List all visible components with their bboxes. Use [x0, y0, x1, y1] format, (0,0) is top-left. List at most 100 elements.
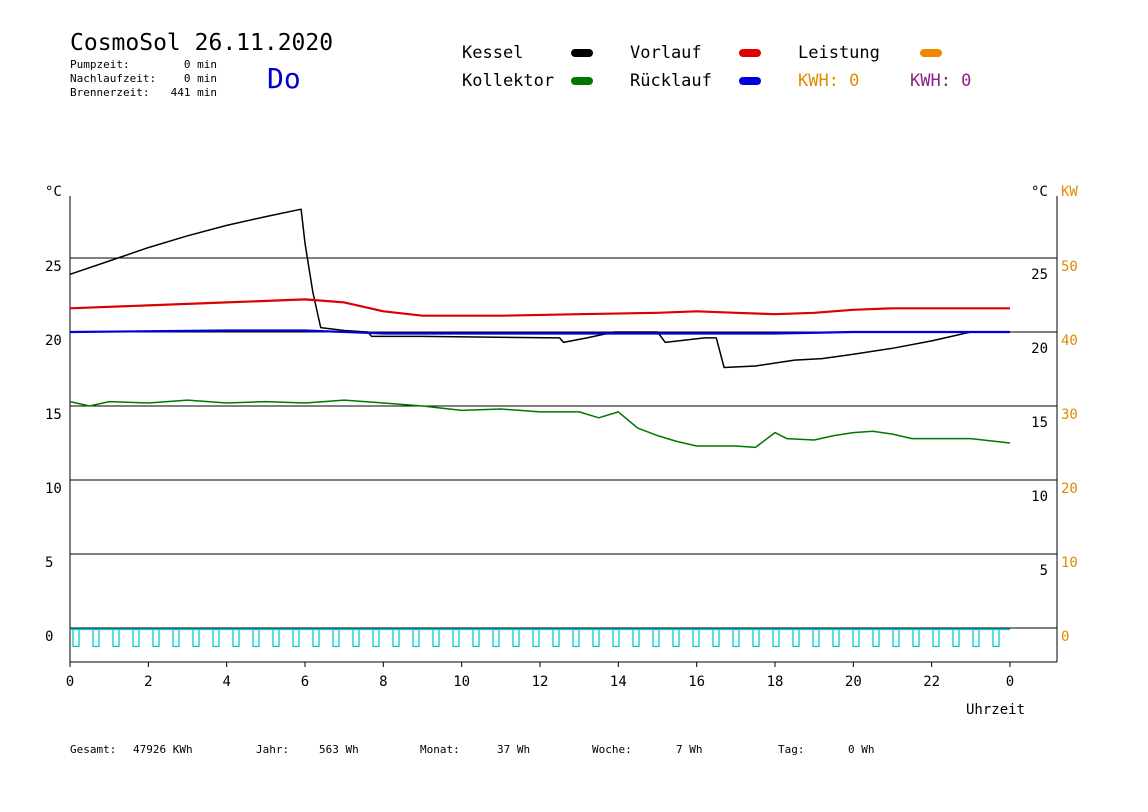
- x-tick-2: 4: [222, 674, 230, 690]
- legend-kollektor-label: Kollektor: [462, 71, 555, 91]
- series-kollektor: [69, 399, 1011, 449]
- x-tick-7: 14: [610, 674, 627, 690]
- pump-pulse: [692, 628, 700, 648]
- pump-pulse: [252, 628, 260, 648]
- y-tick-left-0: 0: [45, 629, 53, 645]
- x-tick-10: 20: [845, 674, 862, 690]
- pump-pulse: [232, 628, 240, 648]
- x-tick-6: 12: [532, 674, 549, 690]
- y-axis-unit-right: °C: [1031, 184, 1048, 200]
- pump-pulse: [392, 628, 400, 648]
- pump-pulse: [912, 628, 920, 648]
- pump-pulse: [772, 628, 780, 648]
- y-tick-left-15: 15: [45, 407, 62, 423]
- pump-pulse: [92, 628, 100, 648]
- legend-ruecklauf-swatch: [739, 77, 761, 85]
- pump-pulse: [152, 628, 160, 648]
- x-tick-5: 10: [453, 674, 470, 690]
- footer-gesamt-value: 47926 KWh: [133, 743, 193, 756]
- chart-series: [69, 208, 1011, 449]
- legend-kwh-total: KWH: 0: [910, 71, 972, 91]
- pump-pulse: [552, 628, 560, 648]
- series-ruecklauf: [69, 329, 1010, 335]
- pump-pulse: [372, 628, 380, 648]
- pump-pulse: [272, 628, 280, 648]
- pump-pulse: [652, 628, 660, 648]
- stat-pumpzeit-value: 0 min: [183, 58, 217, 71]
- y-tick-right-20: 20: [1031, 341, 1048, 357]
- x-tick-1: 2: [144, 674, 152, 690]
- footer-tag-label: Tag:: [778, 743, 805, 756]
- y-tick-right-5: 5: [1040, 563, 1048, 579]
- footer-jahr-value: 563 Wh: [319, 743, 359, 756]
- pump-pulse: [932, 628, 940, 648]
- series-kessel: [69, 208, 1010, 369]
- pump-pulse: [952, 628, 960, 648]
- pump-pulse: [172, 628, 180, 648]
- pump-pulse: [492, 628, 500, 648]
- y-tick-left-20: 20: [45, 333, 62, 349]
- x-tick-3: 6: [301, 674, 309, 690]
- legend-vorlauf-swatch: [739, 49, 761, 57]
- pump-pulse: [672, 628, 680, 648]
- pump-pulse: [292, 628, 300, 648]
- footer-gesamt-label: Gesamt:: [70, 743, 117, 756]
- pump-pulse: [532, 628, 540, 648]
- y-tick-left-25: 25: [45, 259, 62, 275]
- pump-pulse: [832, 628, 840, 648]
- footer-monat-label: Monat:: [420, 743, 460, 756]
- legend-vorlauf-label: Vorlauf: [630, 43, 702, 63]
- footer-woche-value: 7 Wh: [676, 743, 703, 756]
- x-tick-4: 8: [379, 674, 387, 690]
- y-tick-right-25: 25: [1031, 267, 1048, 283]
- pump-pulse: [812, 628, 820, 648]
- chart-axes: [69, 196, 1058, 663]
- x-tick-8: 16: [688, 674, 705, 690]
- y-tick-left-5: 5: [45, 555, 53, 571]
- x-tick-11: 22: [923, 674, 940, 690]
- footer-jahr-label: Jahr:: [256, 743, 290, 756]
- legend-leistung-label: Leistung: [798, 43, 880, 63]
- pump-pulse: [212, 628, 220, 648]
- pump-pulse: [852, 628, 860, 648]
- legend-kessel-label: Kessel: [462, 43, 524, 63]
- footer-woche-label: Woche:: [592, 743, 632, 756]
- x-tick-0: 0: [66, 674, 74, 690]
- pump-pulse: [352, 628, 360, 648]
- pump-pulse: [192, 628, 200, 648]
- pump-pulse: [512, 628, 520, 648]
- pump-pulse: [992, 628, 1000, 648]
- series-vorlauf: [69, 298, 1010, 317]
- legend-ruecklauf-label: Rücklauf: [630, 71, 712, 91]
- pump-pulse: [712, 628, 720, 648]
- y-axis-unit-kw: KW: [1061, 184, 1078, 200]
- y-axis-unit-left: °C: [45, 184, 62, 200]
- legend-kessel-swatch: [571, 49, 593, 57]
- stat-brennerzeit-label: Brennerzeit:: [70, 86, 150, 99]
- pump-pulse: [312, 628, 320, 648]
- y-tick-right-10: 10: [1031, 489, 1048, 505]
- x-axis-label: Uhrzeit: [966, 702, 1025, 718]
- pump-pulse: [432, 628, 440, 648]
- pump-pulse: [592, 628, 600, 648]
- y-tick-left-10: 10: [45, 481, 62, 497]
- pump-pulse: [612, 628, 620, 648]
- pump-pulse: [792, 628, 800, 648]
- pump-signal: [70, 628, 1010, 648]
- y-tick-kw-40: 40: [1061, 333, 1078, 349]
- pump-pulse: [732, 628, 740, 648]
- chart-title: CosmoSol 26.11.2020: [70, 30, 334, 56]
- pump-pulse: [572, 628, 580, 648]
- y-tick-kw-0: 0: [1061, 629, 1069, 645]
- pump-pulse: [412, 628, 420, 648]
- stat-pumpzeit-label: Pumpzeit:: [70, 58, 130, 71]
- pump-pulse: [872, 628, 880, 648]
- y-tick-kw-50: 50: [1061, 259, 1078, 275]
- pump-pulse: [112, 628, 120, 648]
- pump-pulse: [452, 628, 460, 648]
- x-tick-12: 0: [1006, 674, 1014, 690]
- footer-monat-value: 37 Wh: [497, 743, 531, 756]
- legend-kollektor-swatch: [571, 77, 593, 85]
- x-tick-9: 18: [767, 674, 784, 690]
